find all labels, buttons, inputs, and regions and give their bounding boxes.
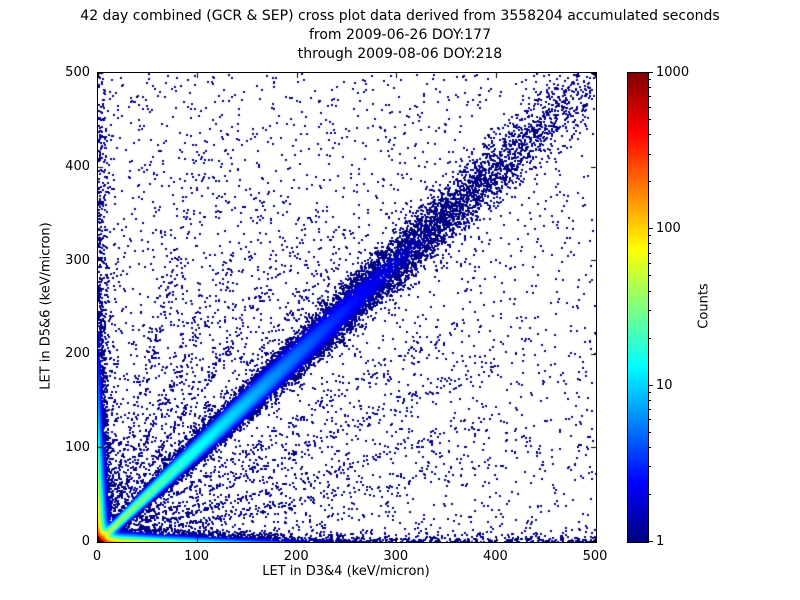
x-tick-label: 200 — [283, 549, 309, 564]
y-tick-label: 400 — [65, 158, 90, 174]
colorbar-major-tick-mark — [649, 228, 653, 230]
x-axis-label: LET in D3&4 (keV/micron) — [262, 564, 430, 579]
colorbar-tick-label: 1 — [656, 534, 665, 549]
colorbar-minor-tick-mark — [649, 119, 651, 121]
chart-subtitle-from: from 2009-06-26 DOY:177 — [308, 27, 491, 43]
x-tick-label: 100 — [184, 549, 210, 564]
colorbar-minor-tick-mark — [649, 446, 651, 448]
y-tick-label: 0 — [81, 534, 90, 549]
chart-subtitle-through: through 2009-08-06 DOY:218 — [297, 46, 503, 62]
colorbar-minor-tick-mark — [649, 96, 651, 98]
colorbar-minor-tick-mark — [649, 134, 651, 136]
colorbar-minor-tick-mark — [649, 337, 651, 339]
colorbar-minor-tick-mark — [649, 263, 651, 265]
colorbar-tick-label: 1000 — [656, 65, 690, 80]
colorbar-minor-tick-mark — [649, 431, 651, 433]
colorbar-minor-tick-mark — [649, 87, 651, 89]
colorbar-major-tick-mark — [649, 384, 653, 386]
x-tick-label: 0 — [92, 549, 102, 564]
y-tick-label: 100 — [65, 440, 90, 456]
x-tick-label: 400 — [482, 549, 508, 564]
colorbar-minor-tick-mark — [649, 181, 651, 183]
colorbar-major-tick-mark — [649, 541, 653, 542]
colorbar-minor-tick-mark — [649, 408, 651, 410]
colorbar-minor-tick-mark — [649, 466, 651, 468]
y-tick-label: 500 — [65, 65, 90, 80]
chart-title-block: 42 day combined (GCR & SEP) cross plot d… — [0, 7, 800, 64]
y-axis-label: LET in D5&6 (keV/micron) — [38, 222, 54, 390]
y-tick-label: 300 — [65, 252, 90, 268]
colorbar-minor-tick-mark — [649, 275, 651, 277]
colorbar-minor-tick-mark — [649, 79, 651, 81]
colorbar-minor-tick-mark — [649, 399, 651, 401]
x-tick-label: 500 — [582, 549, 608, 564]
scatter-plot-canvas — [97, 72, 597, 543]
colorbar-minor-tick-mark — [649, 290, 651, 292]
colorbar-major-tick-mark — [649, 72, 653, 73]
colorbar-label: Counts — [696, 283, 712, 329]
colorbar-tick-label: 10 — [656, 377, 673, 393]
colorbar-minor-tick-mark — [649, 153, 651, 155]
colorbar-minor-tick-mark — [649, 391, 651, 393]
x-tick-label: 300 — [383, 549, 409, 564]
colorbar-minor-tick-mark — [649, 235, 651, 237]
colorbar-minor-tick-mark — [649, 419, 651, 421]
colorbar-tick-label: 100 — [656, 221, 681, 237]
chart-title: 42 day combined (GCR & SEP) cross plot d… — [80, 8, 720, 24]
y-tick-label: 200 — [65, 346, 90, 362]
colorbar-minor-tick-mark — [649, 243, 651, 245]
colorbar-canvas — [627, 72, 649, 543]
colorbar-minor-tick-mark — [649, 252, 651, 254]
colorbar-minor-tick-mark — [649, 106, 651, 108]
colorbar-minor-tick-mark — [649, 493, 651, 495]
colorbar-minor-tick-mark — [649, 310, 651, 312]
